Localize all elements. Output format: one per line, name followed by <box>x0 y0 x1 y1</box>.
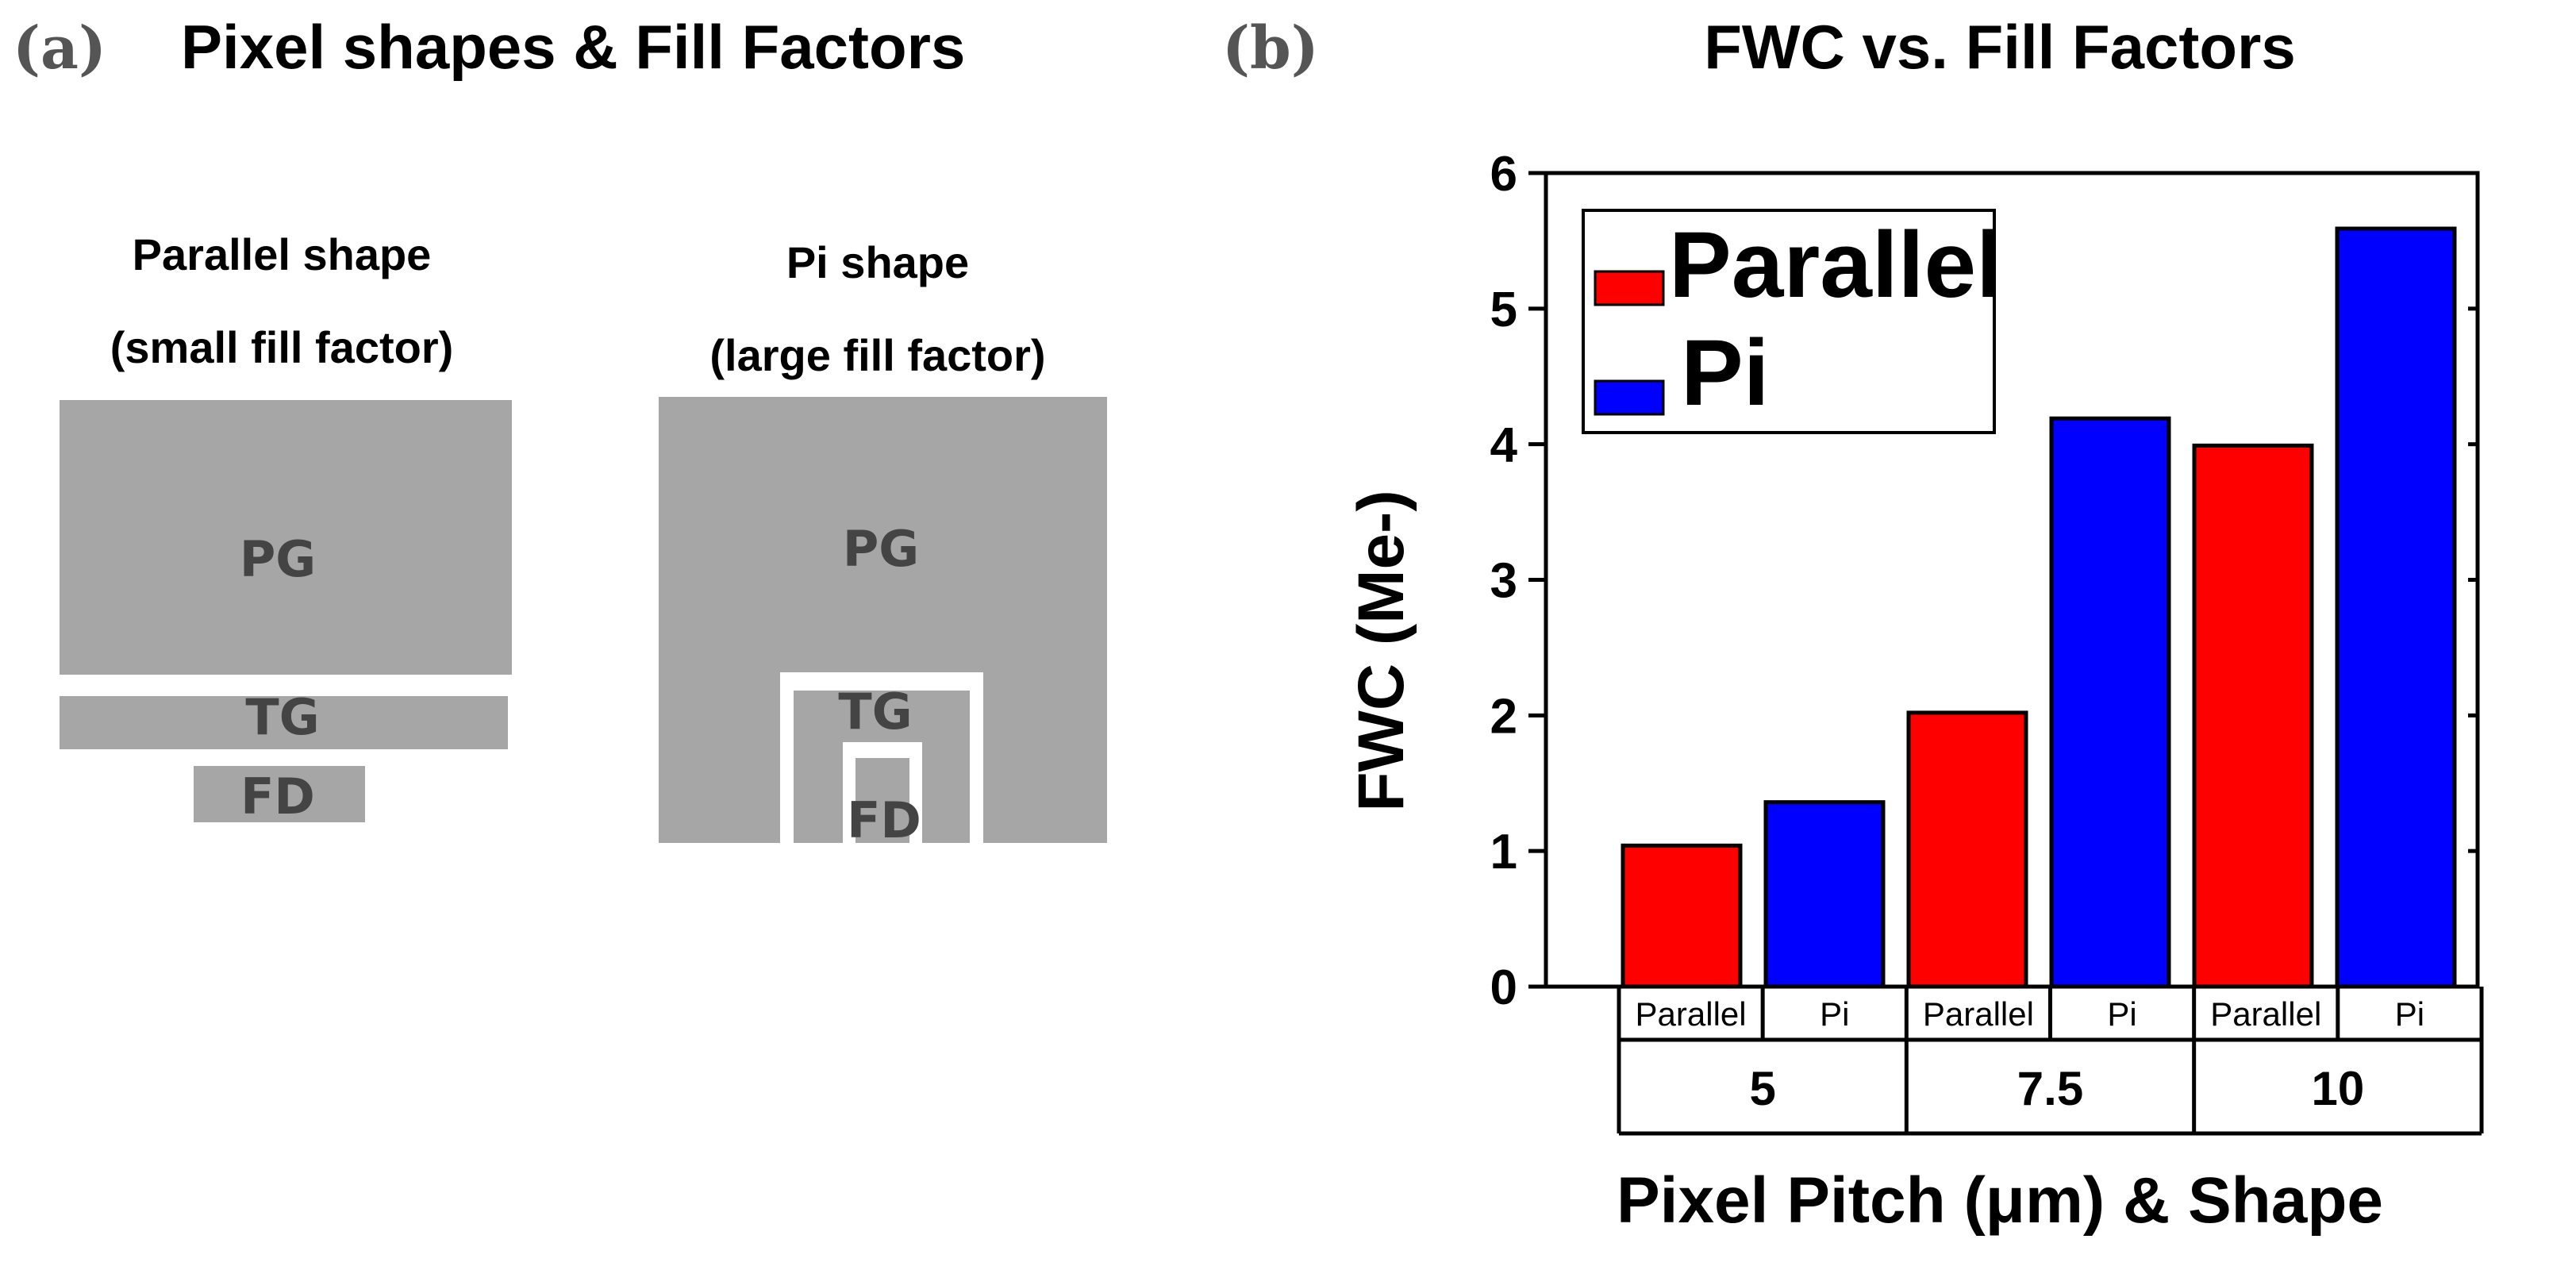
pi-caption-line2: (large fill factor) <box>709 330 1045 380</box>
parallel-pg-label: PG <box>240 530 316 588</box>
y-tick-label-1: 1 <box>1490 825 1517 879</box>
panel-b: (b) FWC vs. Fill Factors 0 1 2 3 4 5 6 Paralle… <box>1222 12 2484 1237</box>
legend: Parallel Pi <box>1582 209 2002 434</box>
category-label-2: Parallel <box>1923 995 2034 1033</box>
pi-shape-diagram: Pi shape (large fill factor) PG TG FD <box>659 237 1107 849</box>
parallel-shape-diagram: Parallel shape (small fill factor) PG TG… <box>60 229 512 825</box>
legend-swatch-pi <box>1594 379 1665 416</box>
category-table: Parallel Pi Parallel Pi Parallel Pi 5 7.5 10 <box>1617 987 2484 1136</box>
bar-pi-7-5 <box>2049 416 2171 989</box>
pi-tg-label: TG <box>838 683 912 741</box>
y-tick-label-0: 0 <box>1490 960 1517 1015</box>
y-tick-label-2: 2 <box>1490 689 1517 744</box>
category-label-1: Pi <box>1820 995 1849 1033</box>
category-label-0: Parallel <box>1636 995 1747 1033</box>
bar-parallel-7-5 <box>1906 710 2028 989</box>
parallel-tg-rect <box>60 696 508 749</box>
group-label-2: 10 <box>2311 1062 2364 1115</box>
pi-fd-rect <box>855 758 909 843</box>
legend-label-parallel: Parallel <box>1669 213 2002 317</box>
x-axis-title: Pixel Pitch (μm) & Shape <box>1617 1164 2383 1237</box>
bar-pi-5 <box>1763 800 1886 989</box>
y-tick-label-4: 4 <box>1490 418 1518 473</box>
y-tick-label-6: 6 <box>1490 147 1517 202</box>
chart-title: FWC vs. Fill Factors <box>1704 12 2295 82</box>
panel-a: (a) Pixel shapes & Fill Factors Parallel… <box>13 12 1107 849</box>
parallel-pg-rect <box>60 400 512 675</box>
parallel-caption-line2: (small fill factor) <box>110 322 454 372</box>
group-label-0: 5 <box>1749 1062 1775 1115</box>
parallel-fd-label: FD <box>240 768 315 825</box>
panel-a-title: Pixel shapes & Fill Factors <box>181 12 965 82</box>
y-axis-ticks: 0 1 2 3 4 5 6 <box>1490 147 2478 1015</box>
panel-a-letter: (a) <box>13 14 106 83</box>
y-axis-title: FWC (Me-) <box>1345 490 1417 811</box>
y-tick-label-3: 3 <box>1490 554 1517 609</box>
plot-area-border <box>1544 171 2480 989</box>
pi-fd-label: FD <box>847 791 921 849</box>
parallel-tg-label: TG <box>245 688 319 746</box>
category-label-4: Parallel <box>2210 995 2321 1033</box>
panel-b-letter: (b) <box>1222 14 1319 83</box>
bars <box>1621 226 2457 989</box>
bar-parallel-10 <box>2192 443 2314 989</box>
legend-swatch-parallel <box>1594 270 1665 306</box>
bar-parallel-5 <box>1621 843 1743 989</box>
parallel-caption-line1: Parallel shape <box>133 229 432 279</box>
pi-pg-label: PG <box>843 520 919 578</box>
legend-label-pi: Pi <box>1681 321 1770 425</box>
parallel-fd-rect <box>194 766 365 822</box>
category-label-5: Pi <box>2395 995 2424 1033</box>
category-label-3: Pi <box>2107 995 2136 1033</box>
group-label-1: 7.5 <box>2017 1062 2083 1115</box>
bar-pi-10 <box>2335 226 2457 989</box>
y-tick-label-5: 5 <box>1490 283 1517 337</box>
pi-caption-line1: Pi shape <box>786 237 969 287</box>
plot-frame <box>1544 171 2480 989</box>
